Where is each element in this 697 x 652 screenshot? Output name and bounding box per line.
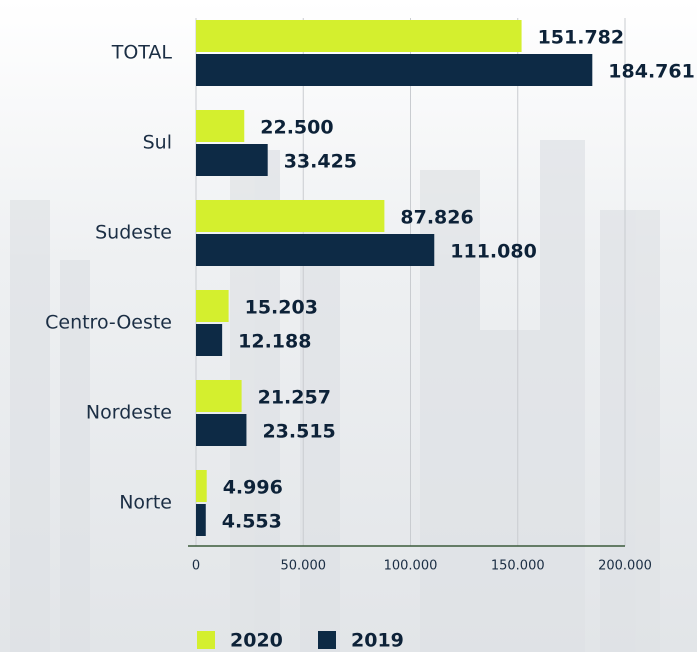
value-label: 21.257 (258, 387, 331, 409)
legend-label: 2019 (351, 630, 404, 652)
category-label: Nordeste (86, 402, 172, 424)
category-label: Sul (143, 132, 172, 154)
bar (196, 504, 206, 536)
category-label: TOTAL (111, 42, 173, 64)
value-label: 33.425 (284, 151, 357, 173)
legend-label: 2020 (230, 630, 283, 652)
value-label: 23.515 (262, 421, 335, 443)
category-label: Sudeste (95, 222, 172, 244)
bar (196, 110, 245, 142)
value-label: 12.188 (238, 331, 311, 353)
bar (196, 54, 593, 86)
x-tick-label: 0 (192, 559, 200, 574)
x-tick-label: 50.000 (281, 559, 327, 574)
value-label: 111.080 (450, 241, 537, 263)
bar (196, 324, 223, 356)
bar (196, 144, 268, 176)
bar (196, 414, 247, 446)
bar (196, 290, 229, 322)
value-label: 151.782 (538, 27, 625, 49)
value-label: 4.996 (223, 477, 283, 499)
value-label: 184.761 (608, 61, 695, 83)
value-label: 15.203 (245, 297, 318, 319)
bar (196, 234, 435, 266)
legend-swatch (318, 631, 336, 649)
city-skyline (10, 140, 660, 652)
x-tick-label: 200.000 (598, 559, 652, 574)
x-tick-label: 150.000 (491, 559, 545, 574)
category-label: Norte (119, 492, 172, 514)
bar (196, 380, 242, 412)
bar (196, 470, 207, 502)
bar (196, 200, 385, 232)
legend-swatch (197, 631, 215, 649)
value-label: 87.826 (400, 207, 473, 229)
category-label: Centro-Oeste (45, 312, 172, 334)
value-label: 22.500 (260, 117, 333, 139)
bar (196, 20, 522, 52)
x-tick-label: 100.000 (384, 559, 438, 574)
value-label: 4.553 (222, 511, 282, 533)
